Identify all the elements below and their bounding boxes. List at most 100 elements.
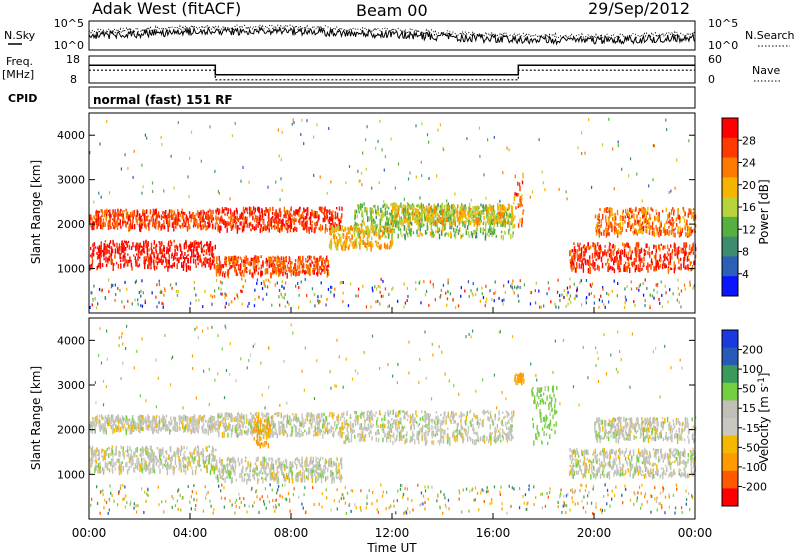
- noise-cell: [266, 285, 269, 289]
- noise-cell: [442, 283, 445, 287]
- band-6-cell: [495, 219, 497, 225]
- noise-cell: [302, 506, 304, 510]
- noise-cell: [653, 296, 655, 300]
- sparse-cell: [189, 156, 191, 160]
- band-1-cell: [140, 223, 143, 229]
- noise-cell: [155, 295, 157, 299]
- band-5-cell: [489, 226, 491, 232]
- noise-cell: [344, 501, 347, 505]
- band-9-cell: [633, 230, 636, 234]
- noise-cell: [264, 284, 266, 288]
- band-1-cell: [131, 224, 134, 230]
- band-6-cell: [438, 214, 440, 218]
- band-9-cell: [670, 229, 672, 236]
- band-3-cell: [246, 207, 248, 212]
- band-2-cell: [289, 267, 291, 273]
- band-6-cell: [511, 206, 514, 211]
- band-2-cell: [219, 264, 221, 270]
- band-0-cell: [203, 262, 205, 265]
- band-6-cell: [472, 206, 474, 211]
- band-2-cell: [326, 266, 328, 272]
- band-2-cell: [294, 265, 296, 272]
- noise-cell: [365, 305, 368, 309]
- band-4-cell: [379, 234, 381, 241]
- band-2-cell: [239, 268, 241, 274]
- band-1-cell: [143, 209, 146, 213]
- band-1-cell: [102, 223, 104, 228]
- band-2-cell: [266, 268, 268, 274]
- noise-cell: [487, 489, 489, 493]
- noise-cell: [572, 500, 574, 504]
- band-0-cell: [171, 252, 173, 256]
- band-3-cell: [259, 214, 262, 218]
- band-2-cell: [251, 272, 253, 278]
- band-1-cell: [104, 209, 106, 213]
- band-0-cell: [208, 258, 210, 261]
- band-6-cell: [425, 206, 427, 210]
- band-3-cell: [277, 227, 279, 232]
- band-4-cell: [368, 235, 370, 239]
- band-3-cell: [258, 208, 260, 213]
- band-9-cell: [635, 229, 638, 235]
- band-1-cell: [119, 221, 121, 226]
- band-1-cell: [112, 209, 114, 214]
- band-8-cell: [637, 242, 640, 247]
- band-3-cell: [306, 213, 308, 220]
- band-3-cell: [224, 220, 226, 227]
- noise-cell: [608, 300, 610, 304]
- noise-cell: [678, 300, 680, 304]
- sparse-cell: [446, 199, 448, 203]
- sparse-cell: [601, 143, 604, 147]
- noise-cell: [439, 506, 441, 510]
- band-9-cell: [648, 226, 650, 229]
- band-0-cell: [111, 258, 113, 264]
- band-8-cell: [637, 264, 639, 270]
- band-3-cell: [215, 212, 217, 215]
- noise-cell: [513, 291, 515, 295]
- band-3-cell: [316, 221, 318, 224]
- noise-cell: [407, 497, 409, 501]
- band-6-cell: [507, 214, 509, 221]
- band-0-cell: [171, 264, 173, 269]
- band-3-cell: [234, 224, 236, 229]
- noise-cell: [266, 495, 269, 499]
- band-9-cell: [614, 226, 616, 229]
- band-0-cell: [195, 242, 198, 245]
- band-3-cell: [283, 206, 285, 212]
- band-9-cell: [619, 227, 622, 231]
- noise-cell: [424, 293, 427, 297]
- noise-cell: [244, 279, 247, 283]
- band-0-cell: [149, 256, 151, 260]
- noise-cell: [243, 497, 245, 501]
- band-8-cell: [647, 267, 649, 273]
- band-0-cell: [150, 266, 152, 270]
- band-1-cell: [169, 215, 172, 218]
- band-0-cell: [103, 454, 105, 461]
- noise-cell: [615, 485, 617, 489]
- band-0-cell: [105, 249, 107, 254]
- noise-cell: [543, 304, 545, 308]
- noise-cell: [656, 284, 659, 288]
- sparse-cell: [670, 189, 672, 193]
- band-0-cell: [99, 466, 101, 472]
- band-3-cell: [304, 209, 307, 212]
- band-0-cell: [163, 464, 166, 467]
- noise-cell: [347, 304, 350, 308]
- band-4-cell: [359, 243, 361, 250]
- band-2-cell: [260, 255, 262, 258]
- noise-cell: [235, 504, 237, 508]
- band-6-cell: [507, 221, 509, 224]
- noise-cell: [395, 511, 397, 515]
- band-3-cell: [306, 225, 308, 230]
- band-8-cell: [680, 263, 682, 269]
- band-0-cell: [92, 243, 94, 247]
- noise-cell: [144, 490, 146, 494]
- band-1-cell: [145, 216, 147, 221]
- band-9-cell: [671, 217, 674, 222]
- band-8-cell: [647, 251, 649, 255]
- band-1-cell: [135, 216, 138, 223]
- band-0-cell: [92, 249, 94, 255]
- noise-cell: [224, 496, 226, 500]
- noise-cell: [528, 484, 530, 488]
- band-3-cell: [262, 227, 265, 231]
